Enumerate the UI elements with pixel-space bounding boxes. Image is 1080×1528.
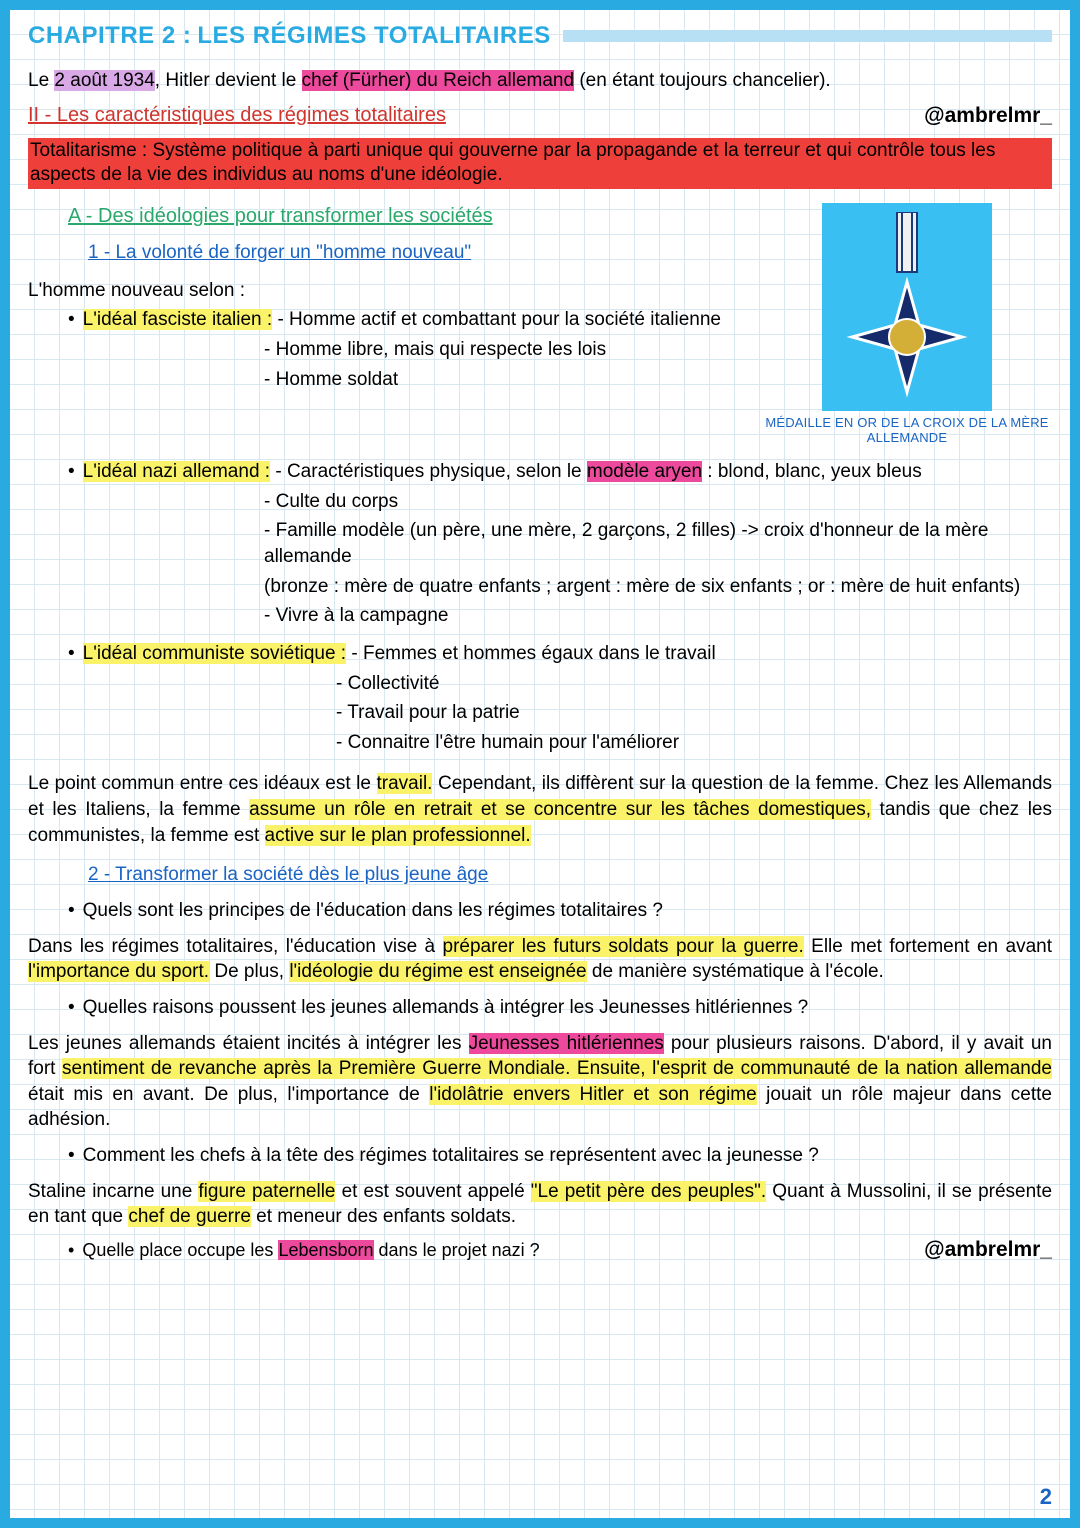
ideal-fasciste-row: • L'idéal fasciste italien : - Homme act… xyxy=(68,307,752,333)
text: (en étant toujours chancelier). xyxy=(574,70,831,91)
ideal-communiste-content: L'idéal communiste soviétique : - Femmes… xyxy=(83,641,716,667)
text: - Caractéristiques physique, selon le xyxy=(275,461,587,482)
bullet-icon: • xyxy=(68,307,75,333)
hl: sentiment de revanche après la Première … xyxy=(62,1058,1052,1079)
text: - Travail pour la patrie xyxy=(336,700,1052,726)
subsection-1-heading: 1 - La volonté de forger un "homme nouve… xyxy=(88,242,471,263)
answer-3: Staline incarne une figure paternelle et… xyxy=(28,1179,1052,1230)
bullet-icon: • xyxy=(68,641,75,667)
page-number: 2 xyxy=(1040,1484,1052,1510)
ideal-communiste-label: L'idéal communiste soviétique : xyxy=(83,643,346,664)
chapter-title: LES RÉGIMES TOTALITAIRES xyxy=(197,22,550,50)
text: Le xyxy=(28,70,54,91)
text: Les jeunes allemands étaient incités à i… xyxy=(28,1033,469,1054)
bullet-icon: • xyxy=(68,898,75,924)
text: dans le projet nazi ? xyxy=(374,1240,540,1260)
text: et meneur des enfants soldats. xyxy=(251,1206,516,1227)
ideal-nazi-content: L'idéal nazi allemand : - Caractéristiqu… xyxy=(83,459,922,485)
hl: "Le petit père des peuples". xyxy=(531,1181,766,1202)
common-paragraph: Le point commun entre ces idéaux est le … xyxy=(28,771,1052,848)
active-highlight: active sur le plan professionnel. xyxy=(265,825,531,846)
hl: l'idéologie du régime est enseignée xyxy=(289,961,586,982)
hl: l'importance du sport. xyxy=(28,961,209,982)
bullet-icon: • xyxy=(68,1143,75,1169)
subsection-2-heading: 2 - Transformer la société dès le plus j… xyxy=(88,864,488,885)
travail-highlight: travail. xyxy=(377,773,433,794)
medal-image xyxy=(822,203,992,411)
answer-1: Dans les régimes totalitaires, l'éducati… xyxy=(28,934,1052,985)
text: Le point commun entre ces idéaux est le xyxy=(28,773,377,794)
section-ii-heading: II - Les caractéristiques des régimes to… xyxy=(28,104,446,127)
medal-caption: MÉDAILLE EN OR DE LA CROIX DE LA MÈRE AL… xyxy=(762,415,1052,445)
hl: figure paternelle xyxy=(198,1181,335,1202)
text: de manière systématique à l'école. xyxy=(587,961,884,982)
q1-row: • Quels sont les principes de l'éducatio… xyxy=(68,898,1052,924)
bullet-icon: • xyxy=(68,1240,74,1261)
date-highlight: 2 août 1934 xyxy=(54,70,154,91)
ideal-nazi-label: L'idéal nazi allemand : xyxy=(83,461,270,482)
medal-figure: MÉDAILLE EN OR DE LA CROIX DE LA MÈRE AL… xyxy=(762,203,1052,445)
ideal-nazi-row: • L'idéal nazi allemand : - Caractéristi… xyxy=(68,459,1052,485)
text: Quelle place occupe les xyxy=(82,1240,278,1260)
text: - Vivre à la campagne xyxy=(264,603,1052,629)
jeunesses-highlight: Jeunesses hitlériennes xyxy=(469,1033,664,1054)
text: était mis en avant. De plus, l'importanc… xyxy=(28,1084,429,1105)
text: - Homme actif et combattant pour la soci… xyxy=(277,309,721,330)
text: , Hitler devient le xyxy=(155,70,302,91)
hl: préparer les futurs soldats pour la guer… xyxy=(443,936,804,957)
hl: l'idolâtrie envers Hitler et son régime xyxy=(429,1084,756,1105)
answer-2: Les jeunes allemands étaient incités à i… xyxy=(28,1031,1052,1134)
modele-aryen-highlight: modèle aryen xyxy=(587,461,702,482)
text: - Connaitre l'être humain pour l'amélior… xyxy=(336,730,1052,756)
text: - Famille modèle (un père, une mère, 2 g… xyxy=(264,518,1052,569)
text: - Femmes et hommes égaux dans le travail xyxy=(351,643,715,664)
text: (bronze : mère de quatre enfants ; argen… xyxy=(264,574,1052,600)
intro-line: Le 2 août 1934, Hitler devient le chef (… xyxy=(28,68,1052,94)
q2-row: • Quelles raisons poussent les jeunes al… xyxy=(68,995,1052,1021)
text: : blond, blanc, yeux bleus xyxy=(702,461,922,482)
question-1: Quels sont les principes de l'éducation … xyxy=(83,898,663,924)
chef-highlight: chef (Fürher) du Reich allemand xyxy=(302,70,574,91)
medal-icon xyxy=(842,212,972,402)
page: CHAPITRE 2 : LES RÉGIMES TOTALITAIRES Le… xyxy=(0,0,1080,1528)
ideal-fasciste-content: L'idéal fasciste italien : - Homme actif… xyxy=(83,307,721,333)
text: - Culte du corps xyxy=(264,489,1052,515)
question-3: Comment les chefs à la tête des régimes … xyxy=(83,1143,819,1169)
question-2: Quelles raisons poussent les jeunes alle… xyxy=(83,995,809,1021)
role-highlight: assume un rôle en retrait et se concentr… xyxy=(249,799,871,820)
text: De plus, xyxy=(209,961,289,982)
bullet-icon: • xyxy=(68,459,75,485)
q4-row: • Quelle place occupe les Lebensborn dan… xyxy=(28,1238,1052,1262)
author-handle-bottom: @ambrelmr_ xyxy=(924,1238,1052,1262)
chapter-bar-icon xyxy=(563,30,1052,42)
chapter-prefix: CHAPITRE 2 : xyxy=(28,22,191,50)
chapter-header: CHAPITRE 2 : LES RÉGIMES TOTALITAIRES xyxy=(28,22,1052,50)
subsection-a-heading: A - Des idéologies pour transformer les … xyxy=(68,205,493,227)
lebensborn-highlight: Lebensborn xyxy=(278,1240,373,1260)
text: - Collectivité xyxy=(336,671,1052,697)
text: Staline incarne une xyxy=(28,1181,198,1202)
author-handle: @ambrelmr_ xyxy=(924,104,1052,128)
ideal-fasciste-label: L'idéal fasciste italien : xyxy=(83,309,273,330)
text: Dans les régimes totalitaires, l'éducati… xyxy=(28,936,443,957)
definition-block: Totalitarisme : Système politique à part… xyxy=(28,138,1052,189)
text: Elle met fortement en avant xyxy=(804,936,1052,957)
q3-row: • Comment les chefs à la tête des régime… xyxy=(68,1143,1052,1169)
section-row: II - Les caractéristiques des régimes to… xyxy=(28,104,1052,128)
bullet-icon: • xyxy=(68,995,75,1021)
question-4: Quelle place occupe les Lebensborn dans … xyxy=(82,1240,539,1261)
hl: chef de guerre xyxy=(128,1206,251,1227)
text: et est souvent appelé xyxy=(335,1181,530,1202)
ideal-communiste-row: • L'idéal communiste soviétique : - Femm… xyxy=(68,641,1052,667)
